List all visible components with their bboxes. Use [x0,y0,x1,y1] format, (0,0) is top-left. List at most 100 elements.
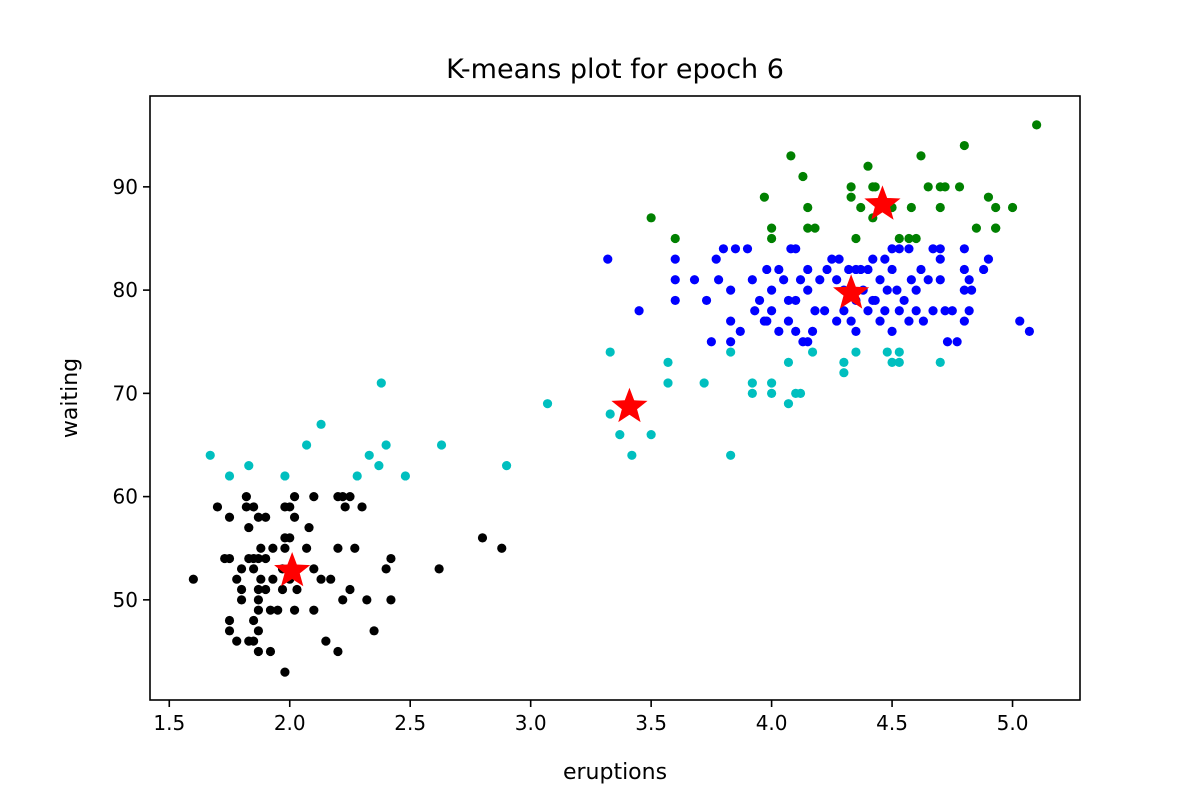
data-point [253,605,264,615]
data-point [634,306,644,316]
data-point [935,357,945,367]
data-point [1007,202,1018,213]
chart-title: K-means plot for epoch 6 [446,54,784,85]
data-point [747,388,757,398]
data-point [436,440,447,450]
data-point [232,636,242,646]
data-point [894,357,904,367]
data-point [249,502,259,512]
data-point [289,512,300,522]
data-point [434,564,444,574]
data-point [863,161,873,171]
x-tick-label: 5.0 [997,711,1029,735]
data-point [711,254,721,264]
data-point [839,306,849,316]
data-point [714,275,724,285]
data-point [774,264,784,275]
data-point [964,275,974,285]
data-point [542,399,553,409]
y-tick-label: 50 [113,588,138,612]
data-point [935,254,945,264]
data-point [839,357,849,367]
data-point [947,306,957,316]
data-point [803,285,813,295]
data-point [759,192,769,202]
data-point [345,584,355,595]
data-point [846,192,856,202]
data-point [309,492,319,502]
data-point [646,430,656,440]
data-point [791,244,801,254]
data-point [892,285,902,295]
x-axis-ticks: 1.5 2.0 2.5 3.0 3.5 4.0 4.5 5.0 [153,700,1028,735]
data-point [253,646,264,657]
data-point [870,182,880,192]
data-point [224,615,235,626]
data-point [822,264,832,275]
data-point [935,202,945,213]
data-point [940,182,950,192]
data-point [362,595,372,605]
data-point [959,316,969,326]
data-point [663,357,673,367]
data-point [277,584,288,595]
data-point [894,233,904,244]
data-point [762,264,772,275]
data-point [244,522,254,533]
data-point [767,306,777,316]
data-point [783,295,794,306]
x-tick-label: 3.5 [635,711,667,735]
data-point [374,461,384,471]
data-point [1032,120,1042,130]
data-point [689,275,700,285]
centroid-star [833,274,870,309]
data-point [646,213,656,223]
data-point [774,326,784,337]
data-point [863,306,873,316]
data-point [983,254,994,264]
data-point [795,275,806,285]
data-point [253,626,264,636]
data-point [376,378,386,388]
data-point [791,326,801,337]
data-point [188,574,198,584]
y-tick-label: 90 [113,175,138,199]
data-point [923,182,933,192]
data-point [935,275,945,285]
data-point [851,326,861,337]
data-point [670,233,680,244]
data-point [265,605,276,615]
data-point [224,471,235,481]
data-point [783,399,794,409]
y-tick-label: 70 [113,381,138,405]
data-point [856,264,866,275]
data-point [265,646,276,657]
data-point [954,182,965,192]
data-point [875,275,885,285]
data-point [815,275,825,285]
data-point [820,306,830,316]
series-1 [205,347,945,481]
data-point [851,347,861,357]
data-point [726,337,736,347]
data-point [911,285,921,295]
data-point [386,553,396,564]
data-point [701,295,712,306]
data-point [253,584,264,595]
data-point [292,584,302,595]
data-point [979,264,989,275]
centroid-star [611,387,648,423]
data-point [261,584,271,595]
data-point [803,202,813,213]
data-point [875,316,885,326]
data-point [863,264,873,275]
x-tick-label: 3.0 [515,711,547,735]
data-point [730,244,741,254]
data-point [834,254,844,264]
data-point [236,564,247,574]
data-point [357,502,367,512]
data-point [350,543,360,553]
plot-frame [149,95,1081,701]
data-point [786,151,796,161]
